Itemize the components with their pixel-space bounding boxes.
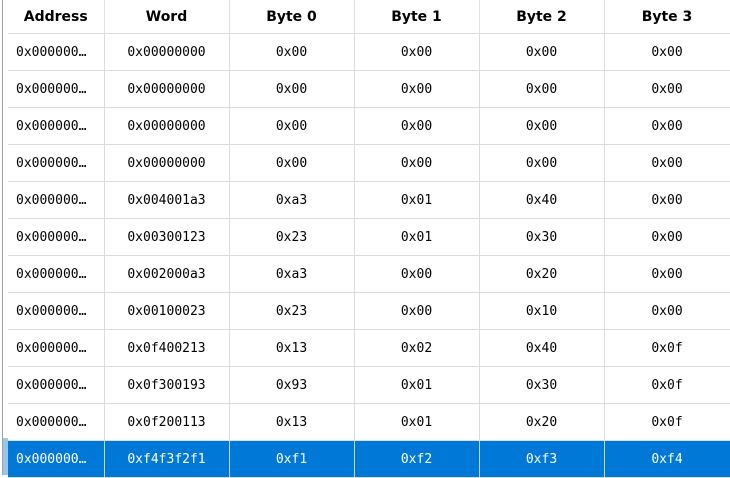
byte-3-cell: 0x00 <box>604 70 730 108</box>
word-cell: 0xf4f3f2f1 <box>104 440 230 478</box>
address-cell: 0x000000… <box>8 218 105 256</box>
byte-3-cell: 0xf4 <box>604 440 730 478</box>
byte-2-cell: 0x00 <box>479 144 605 182</box>
byte-2-cell: 0x30 <box>479 366 605 404</box>
byte-3-cell: 0x0f <box>604 403 730 441</box>
byte-3-cell: 0x00 <box>604 107 730 145</box>
table-row[interactable]: 0x000000… 0x00000000 0x00 0x00 0x00 0x00 <box>8 144 730 182</box>
byte-0-cell: 0xf1 <box>229 440 355 478</box>
table-row[interactable]: 0x000000… 0x0f300193 0x93 0x01 0x30 0x0f <box>8 366 730 404</box>
word-cell: 0x00000000 <box>104 107 230 145</box>
byte-1-cell: 0xf2 <box>354 440 480 478</box>
byte-2-cell: 0x00 <box>479 107 605 145</box>
word-cell: 0x002000a3 <box>104 255 230 293</box>
byte-1-cell: 0x02 <box>354 329 480 367</box>
column-header-byte-1[interactable]: Byte 1 <box>354 0 480 34</box>
column-header-byte-3[interactable]: Byte 3 <box>604 0 730 34</box>
byte-0-cell: 0x23 <box>229 218 355 256</box>
byte-3-cell: 0x00 <box>604 144 730 182</box>
address-cell: 0x000000… <box>8 70 105 108</box>
byte-3-cell: 0x00 <box>604 292 730 330</box>
word-cell: 0x00000000 <box>104 70 230 108</box>
column-header-byte-2[interactable]: Byte 2 <box>479 0 605 34</box>
selection-indicator <box>3 438 8 475</box>
byte-2-cell: 0x20 <box>479 255 605 293</box>
byte-3-cell: 0x00 <box>604 218 730 256</box>
byte-1-cell: 0x01 <box>354 218 480 256</box>
byte-0-cell: 0xa3 <box>229 181 355 219</box>
byte-3-cell: 0x0f <box>604 366 730 404</box>
byte-1-cell: 0x00 <box>354 107 480 145</box>
byte-0-cell: 0xa3 <box>229 255 355 293</box>
byte-2-cell: 0x00 <box>479 33 605 71</box>
byte-0-cell: 0x13 <box>229 329 355 367</box>
byte-2-cell: 0x40 <box>479 181 605 219</box>
address-cell: 0x000000… <box>8 329 105 367</box>
header-row: Address Word Byte 0 Byte 1 Byte 2 Byte 3 <box>8 0 730 34</box>
byte-0-cell: 0x00 <box>229 33 355 71</box>
table-row[interactable]: 0x000000… 0x00000000 0x00 0x00 0x00 0x00 <box>8 33 730 71</box>
address-cell: 0x000000… <box>8 366 105 404</box>
column-header-word[interactable]: Word <box>104 0 230 34</box>
table-row[interactable]: 0x000000… 0x00000000 0x00 0x00 0x00 0x00 <box>8 107 730 145</box>
byte-0-cell: 0x23 <box>229 292 355 330</box>
byte-1-cell: 0x00 <box>354 144 480 182</box>
word-cell: 0x00000000 <box>104 144 230 182</box>
byte-0-cell: 0x13 <box>229 403 355 441</box>
byte-0-cell: 0x93 <box>229 366 355 404</box>
byte-1-cell: 0x00 <box>354 33 480 71</box>
table-row[interactable]: 0x000000… 0x0f400213 0x13 0x02 0x40 0x0f <box>8 329 730 367</box>
word-cell: 0x004001a3 <box>104 181 230 219</box>
table-row[interactable]: 0x000000… 0x004001a3 0xa3 0x01 0x40 0x00 <box>8 181 730 219</box>
byte-3-cell: 0x00 <box>604 255 730 293</box>
byte-3-cell: 0x00 <box>604 33 730 71</box>
address-cell: 0x000000… <box>8 144 105 182</box>
table-row[interactable]: 0x000000… 0x00300123 0x23 0x01 0x30 0x00 <box>8 218 730 256</box>
word-cell: 0x0f400213 <box>104 329 230 367</box>
address-cell: 0x000000… <box>8 107 105 145</box>
byte-1-cell: 0x01 <box>354 403 480 441</box>
address-cell: 0x000000… <box>8 440 105 478</box>
byte-2-cell: 0x00 <box>479 70 605 108</box>
byte-2-cell: 0x30 <box>479 218 605 256</box>
byte-0-cell: 0x00 <box>229 70 355 108</box>
byte-2-cell: 0xf3 <box>479 440 605 478</box>
byte-1-cell: 0x01 <box>354 366 480 404</box>
table-row[interactable]: 0x000000… 0x0f200113 0x13 0x01 0x20 0x0f <box>8 403 730 441</box>
byte-3-cell: 0x00 <box>604 181 730 219</box>
byte-3-cell: 0x0f <box>604 329 730 367</box>
address-cell: 0x000000… <box>8 255 105 293</box>
byte-1-cell: 0x01 <box>354 181 480 219</box>
address-cell: 0x000000… <box>8 181 105 219</box>
table-row[interactable]: 0x000000… 0xf4f3f2f1 0xf1 0xf2 0xf3 0xf4 <box>8 440 730 478</box>
column-header-byte-0[interactable]: Byte 0 <box>229 0 355 34</box>
table-row[interactable]: 0x000000… 0x00000000 0x00 0x00 0x00 0x00 <box>8 70 730 108</box>
word-cell: 0x0f200113 <box>104 403 230 441</box>
memory-table: Address Word Byte 0 Byte 1 Byte 2 Byte 3 0x00… <box>8 0 730 478</box>
table-row[interactable]: 0x000000… 0x002000a3 0xa3 0x00 0x20 0x00 <box>8 255 730 293</box>
word-cell: 0x0f300193 <box>104 366 230 404</box>
byte-2-cell: 0x10 <box>479 292 605 330</box>
byte-1-cell: 0x00 <box>354 70 480 108</box>
byte-2-cell: 0x20 <box>479 403 605 441</box>
address-cell: 0x000000… <box>8 292 105 330</box>
byte-0-cell: 0x00 <box>229 107 355 145</box>
column-header-address[interactable]: Address <box>8 0 105 34</box>
word-cell: 0x00300123 <box>104 218 230 256</box>
byte-0-cell: 0x00 <box>229 144 355 182</box>
address-cell: 0x000000… <box>8 403 105 441</box>
byte-2-cell: 0x40 <box>479 329 605 367</box>
left-border <box>2 0 3 475</box>
table-row[interactable]: 0x000000… 0x00100023 0x23 0x00 0x10 0x00 <box>8 292 730 330</box>
word-cell: 0x00100023 <box>104 292 230 330</box>
byte-1-cell: 0x00 <box>354 255 480 293</box>
address-cell: 0x000000… <box>8 33 105 71</box>
word-cell: 0x00000000 <box>104 33 230 71</box>
byte-1-cell: 0x00 <box>354 292 480 330</box>
